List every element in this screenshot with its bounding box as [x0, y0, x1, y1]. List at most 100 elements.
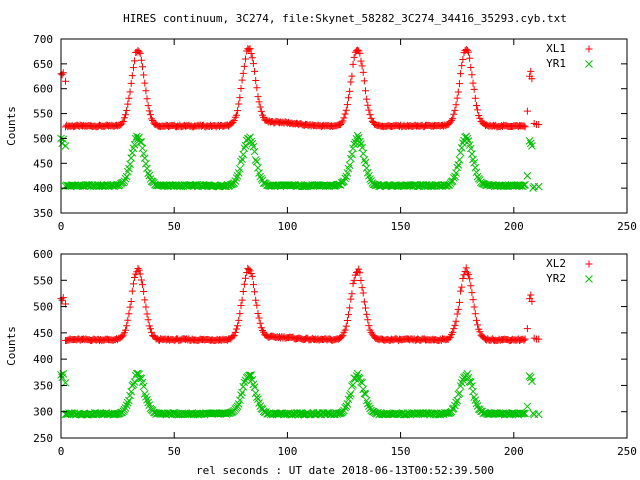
data-point — [120, 114, 128, 122]
legend-marker-xl2 — [585, 260, 593, 268]
data-point — [136, 270, 144, 278]
data-point — [230, 117, 238, 125]
data-point — [231, 328, 239, 336]
data-point — [453, 94, 461, 102]
data-point — [248, 54, 256, 62]
data-point — [144, 169, 153, 178]
data-point — [128, 72, 136, 80]
bottom-panel-ticks: 0 50 100 150 200 250 250 300 350 400 450 500 550 600 — [33, 248, 637, 458]
data-point — [251, 288, 259, 296]
data-point — [232, 111, 240, 119]
bottom-panel: 0 50 100 150 200 250250300350400450500550600 … — [5, 248, 637, 458]
data-point — [481, 181, 490, 189]
data-point — [239, 69, 247, 77]
y-tick-label: 550 — [33, 108, 53, 121]
data-point — [359, 289, 367, 297]
data-point — [131, 57, 139, 65]
data-point — [247, 371, 256, 380]
data-point — [252, 157, 261, 166]
legend-label-xl1: XL1 — [546, 42, 566, 55]
data-point — [130, 378, 139, 386]
data-point — [455, 298, 463, 306]
data-point — [249, 380, 258, 389]
data-point — [341, 326, 349, 334]
data-point — [256, 103, 264, 111]
data-point — [143, 164, 151, 173]
cal-point — [58, 296, 66, 304]
data-point — [443, 409, 451, 417]
y-tick-label: 400 — [33, 182, 53, 195]
data-point — [361, 390, 370, 398]
data-point — [459, 56, 467, 64]
data-point — [120, 177, 129, 185]
data-point — [128, 149, 137, 157]
data-point — [236, 396, 244, 404]
data-point — [362, 87, 370, 95]
data-point — [360, 298, 368, 306]
y-tick-label: 450 — [33, 157, 53, 170]
x-tick-label: 200 — [504, 445, 524, 458]
data-point — [250, 383, 259, 392]
data-point — [343, 169, 352, 177]
data-point — [445, 334, 453, 342]
data-point — [126, 303, 134, 311]
data-point — [127, 154, 136, 162]
data-point — [469, 296, 477, 304]
data-point — [338, 333, 346, 341]
cal-point — [528, 297, 536, 305]
data-point — [124, 100, 132, 108]
data-point — [471, 310, 479, 318]
data-point — [252, 76, 260, 84]
data-point — [219, 182, 227, 190]
bottom-panel-frame — [60, 253, 628, 439]
data-point — [240, 378, 249, 387]
legend-marker-yr2 — [585, 275, 593, 283]
data-point — [121, 174, 130, 183]
data-point — [455, 389, 464, 397]
data-point — [348, 72, 356, 80]
data-point — [254, 310, 262, 318]
data-point — [142, 303, 150, 311]
data-point — [237, 391, 245, 399]
data-point — [453, 163, 462, 172]
data-point — [364, 101, 372, 109]
cal-point — [526, 139, 535, 148]
data-point — [353, 131, 362, 140]
data-point — [246, 133, 254, 141]
x-tick-label: 0 — [58, 220, 65, 233]
data-point — [148, 328, 156, 336]
data-point — [234, 107, 242, 115]
data-point — [362, 304, 370, 312]
data-point — [129, 64, 137, 72]
data-point — [355, 265, 363, 273]
data-point — [343, 101, 351, 109]
series-yr2 — [57, 369, 543, 419]
legend-label-yr2: YR2 — [546, 272, 566, 285]
data-point — [453, 310, 461, 318]
data-point — [129, 380, 138, 389]
data-point — [143, 310, 151, 318]
data-point — [140, 71, 148, 79]
y-tick-label: 600 — [33, 248, 53, 261]
data-point — [127, 387, 136, 396]
y-tick-label: 700 — [33, 33, 53, 46]
data-point — [451, 106, 459, 114]
data-point — [144, 102, 152, 110]
data-point — [359, 68, 367, 76]
data-point — [363, 310, 371, 318]
data-point — [242, 55, 250, 63]
data-point — [142, 159, 150, 168]
data-point — [503, 182, 511, 190]
data-point — [145, 322, 153, 330]
series-xl2 — [57, 264, 543, 345]
top-panel: 0 50 100 150 200 250350400450500550600650700 … — [5, 33, 637, 233]
data-point — [454, 88, 462, 96]
data-point — [450, 110, 458, 118]
data-point — [342, 322, 350, 330]
y-tick-label: 350 — [33, 207, 53, 220]
data-point — [132, 132, 141, 141]
y-tick-label: 600 — [33, 83, 53, 96]
y-tick-label: 500 — [33, 132, 53, 145]
data-point — [346, 304, 354, 312]
data-point — [235, 316, 243, 324]
